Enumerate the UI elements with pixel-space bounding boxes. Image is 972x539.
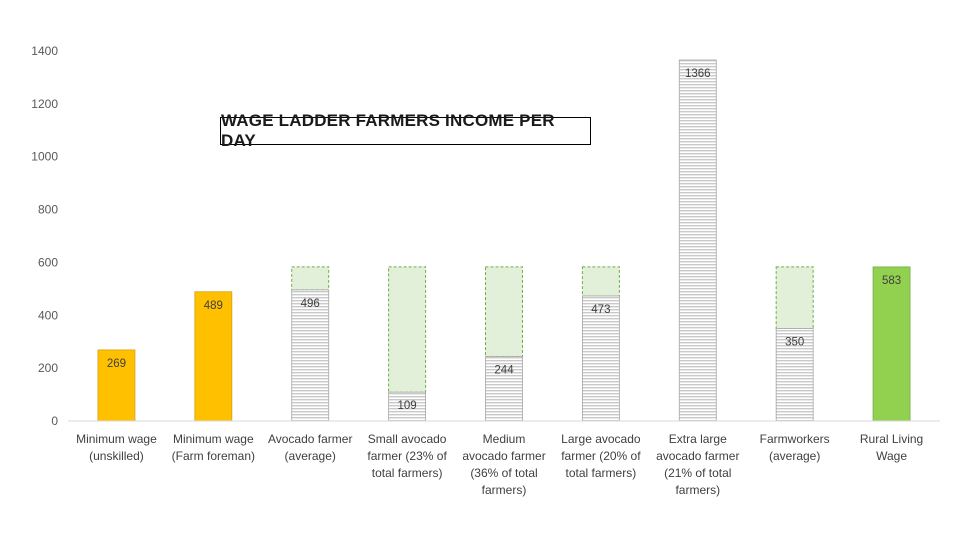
living-wage-gap (388, 266, 427, 393)
category-label-line: avocado farmer (656, 449, 739, 463)
category-label-line: (36% of total (470, 466, 537, 480)
bar (97, 349, 136, 422)
living-wage-gaps (291, 266, 814, 393)
y-tick-label: 800 (38, 203, 58, 217)
category-label: Minimum wage (unskilled) (76, 432, 157, 463)
living-wage-gap (581, 266, 620, 297)
data-label: 496 (301, 298, 320, 310)
category-label-line: Rural Living (860, 432, 923, 446)
y-tick-label: 400 (38, 308, 58, 322)
category-label-line: Wage (876, 449, 907, 463)
y-axis: 0 200 400 600 800 1000 1200 1400 (31, 44, 58, 428)
bar (291, 289, 330, 422)
category-label-line: farmers) (675, 483, 720, 497)
category-label-line: Farmworkers (760, 432, 830, 446)
data-labels: 269 489 496 109 244 473 1366 350 583 (107, 68, 901, 412)
category-label-line: Medium (483, 432, 526, 446)
category-label: Farmworkers (average) (760, 432, 830, 463)
category-label-line: Avocado farmer (268, 432, 353, 446)
living-wage-gap (485, 266, 523, 358)
bars (97, 59, 911, 422)
y-tick-label: 1000 (31, 150, 58, 164)
category-labels: Minimum wage (unskilled) Minimum wage (Farm… (76, 432, 923, 497)
category-label-line: Large avocado (561, 432, 641, 446)
bar (775, 328, 814, 422)
category-label-line: total farmers) (566, 466, 637, 480)
data-label: 244 (494, 365, 514, 377)
category-label-line: (average) (769, 449, 820, 463)
data-label: 1366 (685, 68, 711, 80)
category-label: Extra large avocado farmer (21% of total fa… (656, 432, 739, 497)
bar (581, 295, 620, 422)
category-label-line: farmer (20% of (561, 449, 641, 463)
category-label: Avocado farmer (average) (268, 432, 353, 463)
bar (388, 391, 427, 422)
y-tick-label: 0 (51, 414, 58, 428)
data-label: 109 (398, 400, 417, 412)
bar (678, 59, 717, 422)
category-label-line: farmers) (482, 483, 527, 497)
category-label: Rural Living Wage (860, 432, 923, 463)
category-label: Medium avocado farmer (36% of total farmers… (462, 432, 545, 497)
category-label: Small avocado farmer (23% of total farmers… (367, 432, 447, 480)
data-label: 473 (591, 304, 610, 316)
category-label-line: farmer (23% of (367, 449, 447, 463)
category-label-line: Minimum wage (173, 432, 254, 446)
y-tick-label: 1400 (31, 44, 58, 58)
living-wage-gap (291, 266, 330, 291)
category-label-line: (21% of total (664, 466, 731, 480)
data-label: 489 (204, 300, 223, 312)
y-tick-label: 200 (38, 361, 58, 375)
data-label: 269 (107, 358, 126, 370)
chart-title: WAGE LADDER FARMERS INCOME PER DAY (220, 111, 591, 150)
category-label-line: avocado farmer (462, 449, 545, 463)
category-label-line: Extra large (669, 432, 727, 446)
category-label-line: Minimum wage (76, 432, 157, 446)
data-label: 583 (882, 275, 901, 287)
living-wage-gap (775, 266, 814, 329)
category-label-line: Small avocado (368, 432, 447, 446)
category-label-line: (unskilled) (89, 449, 144, 463)
category-label-line: total farmers) (372, 466, 443, 480)
category-label: Large avocado farmer (20% of total farmers… (561, 432, 641, 480)
bar (194, 291, 233, 422)
category-label: Minimum wage (Farm foreman) (172, 432, 255, 463)
data-label: 350 (785, 337, 804, 349)
bar (872, 266, 911, 422)
category-label-line: (Farm foreman) (172, 449, 255, 463)
category-label-line: (average) (285, 449, 336, 463)
y-tick-label: 1200 (31, 97, 58, 111)
y-tick-label: 600 (38, 255, 58, 269)
